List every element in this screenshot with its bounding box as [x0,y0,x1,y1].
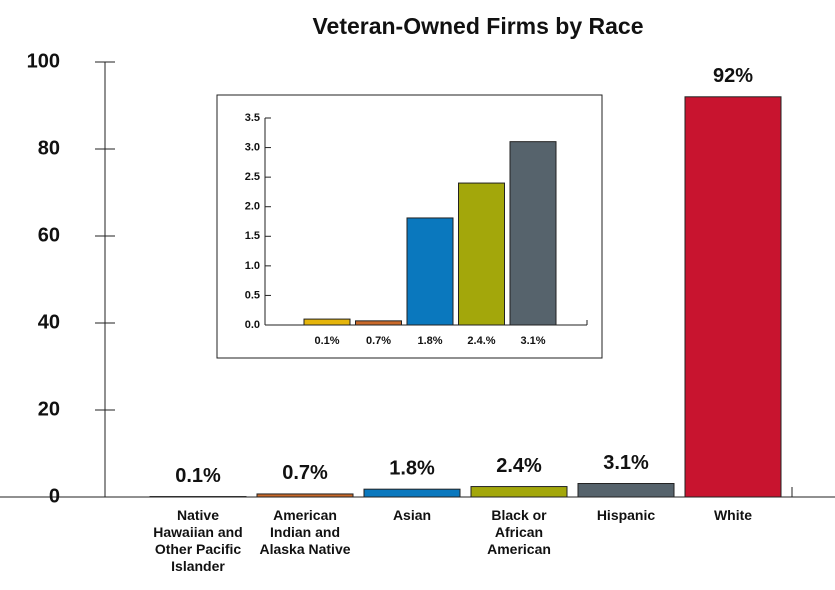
bar [458,182,505,326]
y-tick-label: 0 [49,485,60,507]
y-tick-label: 3.5 [245,112,260,124]
bar [303,318,351,326]
y-tick-label: 80 [38,137,60,159]
bar [509,141,557,326]
bar [256,493,354,498]
value-label: 92% [713,65,753,87]
bar [355,320,402,326]
x-tick-label: 0.7% [366,335,391,347]
y-tick-label: 40 [38,311,60,333]
bar [684,96,782,498]
x-tick-label: 1.8% [417,335,442,347]
x-tick-label: 2.4.% [467,335,495,347]
y-tick-label: 0.0 [245,319,260,331]
x-tick-label: Asian [392,507,432,523]
x-tick-label: 0.1% [314,335,339,347]
y-tick-label: 20 [38,398,60,420]
value-label: 0.1% [175,465,221,487]
bar [470,486,568,498]
y-tick-label: 3.0 [245,141,260,153]
y-tick-label: 1.0 [245,260,260,272]
y-tick-label: 0.5 [245,289,260,301]
value-label: 1.8% [389,457,435,479]
x-tick-label: Native Hawaiian and Other Pacific Island… [153,507,243,574]
y-tick-label: 60 [38,224,60,246]
bar [406,217,454,326]
y-tick-label: 2.5 [245,171,260,183]
x-tick-label: White [713,507,753,523]
x-tick-label: 3.1% [520,335,545,347]
x-tick-label: Black or African American [487,507,551,557]
bar [363,488,461,498]
bar [577,483,675,498]
value-label: 3.1% [603,452,649,474]
x-tick-label: American Indian and Alaska Native [259,507,351,557]
chart-title: Veteran-Owned Firms by Race [312,13,643,39]
y-tick-label: 100 [27,50,60,72]
y-tick-label: 2.0 [245,201,260,213]
value-label: 0.7% [282,462,328,484]
y-tick-label: 1.5 [245,230,260,242]
value-label: 2.4% [496,455,542,477]
x-tick-label: Hispanic [596,507,656,523]
